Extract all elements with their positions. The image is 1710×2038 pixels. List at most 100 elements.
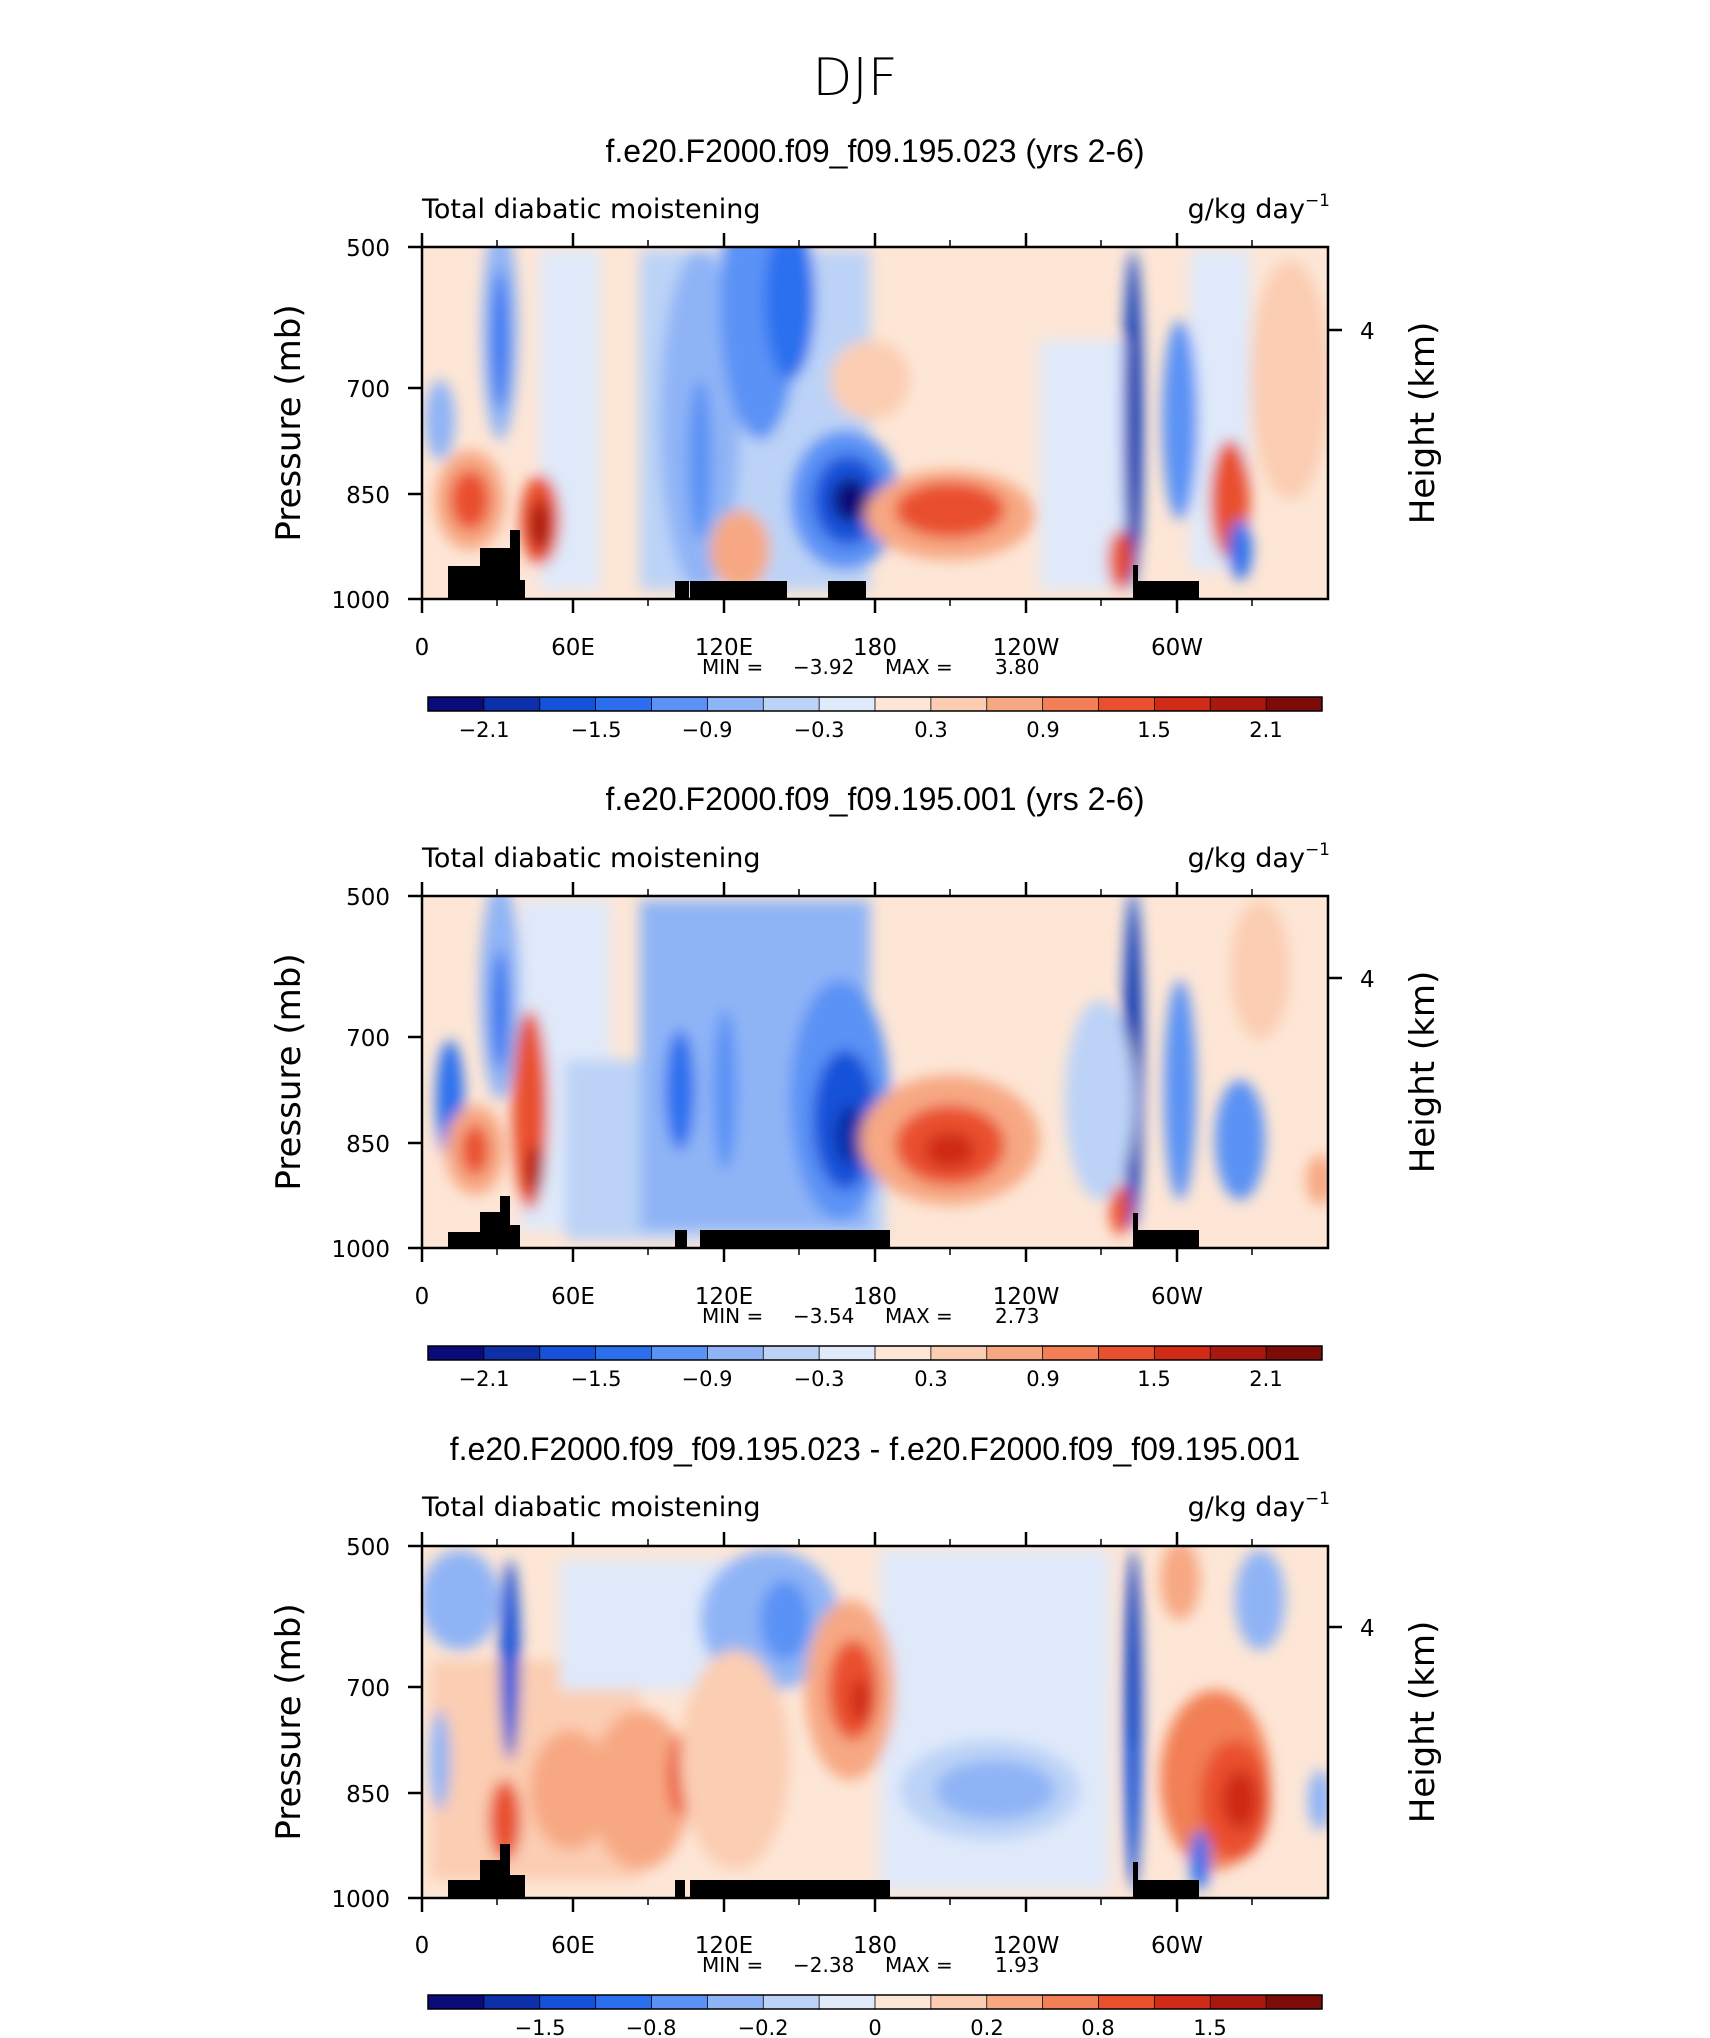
colorbar-swatch [428, 697, 485, 711]
colorbar-swatch [819, 1995, 876, 2009]
max-label: MAX = [885, 1304, 953, 1328]
colorbar-swatch [539, 1346, 597, 1360]
colorbar-swatch [1210, 1995, 1267, 2009]
colorbar-swatch [930, 1346, 988, 1360]
x-tick-label: 60E [551, 1933, 595, 1959]
colorbar-swatch [483, 1346, 541, 1360]
colorbar-swatch [1154, 697, 1211, 711]
colorbar-swatch [483, 1995, 541, 2009]
x-tick-label: 0 [415, 635, 430, 661]
colorbar-label: −1.5 [515, 2016, 566, 2038]
colorbar-swatch [539, 1995, 597, 2009]
colorbar-label: 0.2 [970, 2016, 1003, 2038]
y-tick-label: 850 [346, 483, 390, 509]
panel-2: f.e20.F2000.f09_f09.195.001 (yrs 2-6) To… [269, 781, 1443, 1391]
x-tick-label: 120E [695, 1933, 753, 1959]
colorbar [427, 1994, 1323, 2010]
y-axis-label: Pressure (mb) [269, 1603, 309, 1840]
min-label: MIN = [702, 655, 763, 679]
panel-title: f.e20.F2000.f09_f09.195.001 (yrs 2-6) [605, 781, 1144, 817]
axis-ticks [408, 882, 1342, 1262]
colorbar-swatch [1098, 697, 1155, 711]
colorbar-label: 0.9 [1026, 718, 1059, 742]
units-exponent: −1 [1305, 840, 1330, 860]
min-label: MIN = [702, 1953, 763, 1977]
x-tick-label: 120E [695, 1284, 753, 1310]
colorbar-swatch [1154, 1346, 1211, 1360]
y-right-tick-label: 4 [1360, 1616, 1375, 1642]
y-tick-label: 500 [346, 236, 390, 262]
colorbar-label: −1.5 [571, 1367, 622, 1391]
max-value: 3.80 [995, 655, 1040, 679]
colorbar-swatch [651, 1346, 708, 1360]
units-label: g/kg day−1 [1188, 1489, 1330, 1523]
y-tick-label: 1000 [331, 588, 390, 614]
colorbar-swatch [1042, 697, 1099, 711]
colorbar-swatch [595, 1346, 652, 1360]
colorbar-label: 2.1 [1249, 718, 1282, 742]
colorbar-label: 0.9 [1026, 1367, 1059, 1391]
x-tick-label: 120E [695, 635, 753, 661]
panel-title: f.e20.F2000.f09_f09.195.023 (yrs 2-6) [605, 133, 1144, 169]
units-base: g/kg day [1188, 1492, 1305, 1523]
max-label: MAX = [885, 1953, 953, 1977]
colorbar-swatch [763, 697, 820, 711]
colorbar-label: 0.3 [914, 1367, 947, 1391]
colorbar-swatch [707, 697, 764, 711]
x-tick-label: 180 [853, 1284, 897, 1310]
y-right-tick-label: 4 [1360, 967, 1375, 993]
heatmap-field [422, 247, 1328, 599]
max-label: MAX = [885, 655, 953, 679]
heatmap-field [422, 896, 1328, 1248]
colorbar-swatch [1098, 1995, 1155, 2009]
y-tick-label: 500 [346, 1535, 390, 1561]
colorbar-swatch [1154, 1995, 1211, 2009]
x-tick-label: 120W [993, 1284, 1060, 1310]
panel-1: f.e20.F2000.f09_f09.195.023 (yrs 2-6) To… [269, 133, 1443, 742]
y-tick-label: 700 [346, 1676, 390, 1702]
colorbar-label: −0.9 [682, 1367, 733, 1391]
x-tick-label: 60W [1151, 635, 1203, 661]
colorbar-swatch [539, 697, 597, 711]
page-title: DJF [812, 48, 897, 108]
colorbar-label: −0.8 [626, 2016, 677, 2038]
panel-title: f.e20.F2000.f09_f09.195.023 - f.e20.F200… [450, 1431, 1300, 1467]
colorbar-swatch [651, 697, 708, 711]
x-tick-label: 120W [993, 635, 1060, 661]
colorbar-swatch [1266, 697, 1323, 711]
min-value: −3.92 [793, 655, 854, 679]
colorbar-label: −1.5 [571, 718, 622, 742]
min-label: MIN = [702, 1304, 763, 1328]
colorbar-swatch [875, 1346, 932, 1360]
x-tick-label: 120W [993, 1933, 1060, 1959]
colorbar-swatch [986, 697, 1044, 711]
x-tick-label: 0 [415, 1284, 430, 1310]
colorbar-swatch [875, 1995, 932, 2009]
units-exponent: −1 [1305, 191, 1330, 211]
max-value: 1.93 [995, 1953, 1040, 1977]
min-value: −2.38 [793, 1953, 854, 1977]
colorbar-label: −0.3 [794, 718, 845, 742]
colorbar-swatch [763, 1346, 820, 1360]
colorbar-swatch [595, 1995, 652, 2009]
left-label: Total diabatic moistening [421, 194, 760, 225]
colorbar-swatch [875, 697, 932, 711]
colorbar-swatch [651, 1995, 708, 2009]
x-tick-label: 0 [415, 1933, 430, 1959]
colorbar-swatch [707, 1995, 764, 2009]
y-right-axis-label: Height (km) [1403, 322, 1443, 525]
units-base: g/kg day [1188, 843, 1305, 874]
x-tick-label: 60W [1151, 1933, 1203, 1959]
colorbar-swatch [1042, 1346, 1099, 1360]
colorbar-swatch [763, 1995, 820, 2009]
colorbar-label: −0.9 [682, 718, 733, 742]
y-axis-label: Pressure (mb) [269, 953, 309, 1190]
colorbar-swatch [819, 697, 876, 711]
x-tick-label: 60E [551, 635, 595, 661]
y-tick-label: 500 [346, 885, 390, 911]
colorbar-swatch [1266, 1346, 1323, 1360]
min-value: −3.54 [793, 1304, 854, 1328]
colorbar-swatch [1266, 1995, 1323, 2009]
colorbar-label: −2.1 [459, 718, 510, 742]
colorbar-label: −2.1 [459, 1367, 510, 1391]
